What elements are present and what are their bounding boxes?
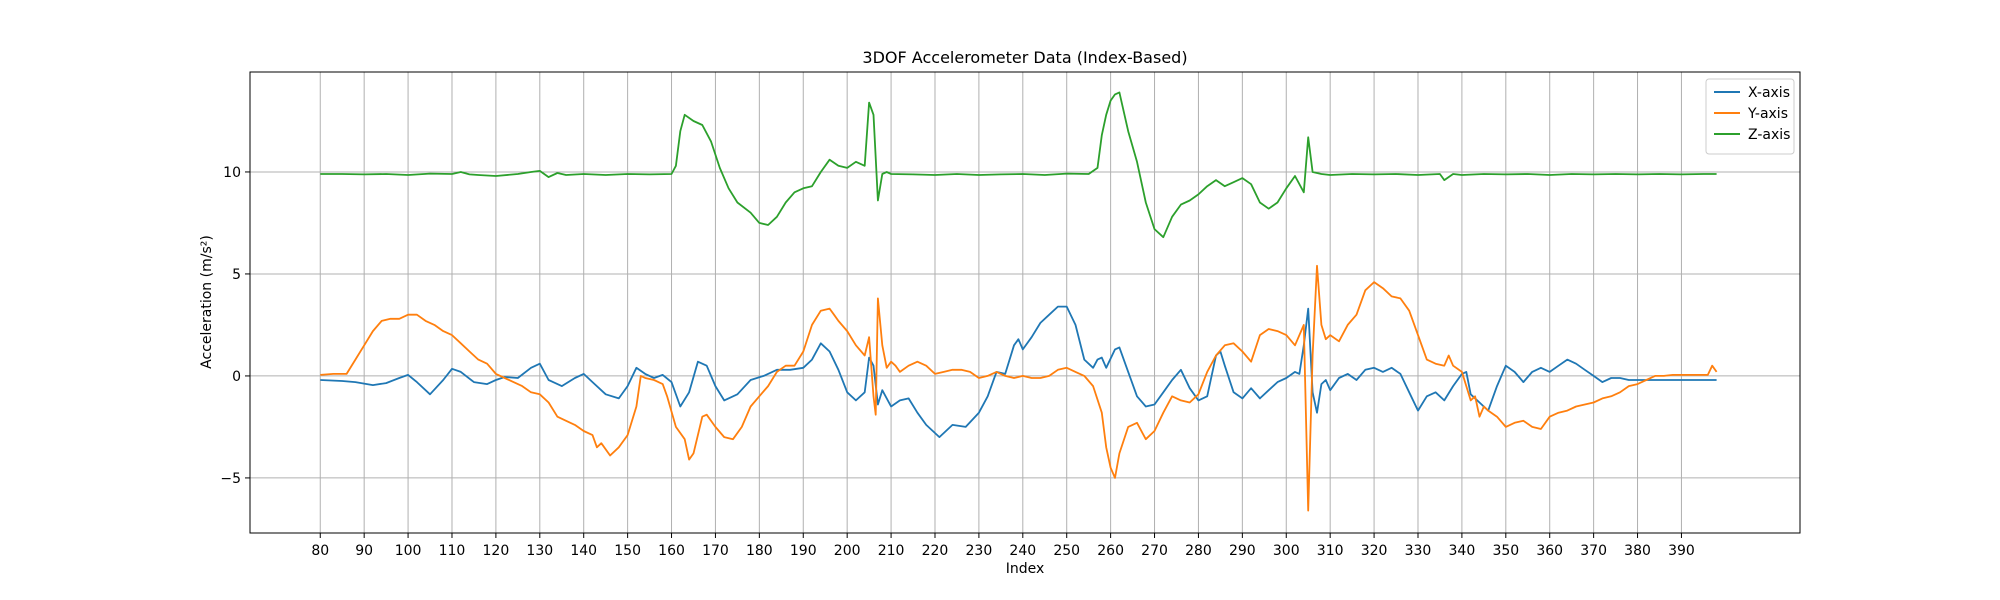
x-tick-label: 270	[1141, 543, 1168, 559]
x-tick-label: 150	[614, 543, 641, 559]
legend-label: X-axis	[1748, 85, 1790, 101]
x-tick-label: 170	[702, 543, 729, 559]
chart-title: 3DOF Accelerometer Data (Index-Based)	[862, 48, 1187, 67]
grid-lines	[250, 72, 1800, 533]
y-tick-label: 5	[232, 267, 241, 283]
legend-box	[1705, 78, 1795, 155]
x-tick-label: 210	[878, 543, 905, 559]
x-tick-label: 190	[790, 543, 817, 559]
series-lines	[320, 91, 1718, 512]
y-tick-label: −5	[220, 471, 241, 487]
x-tick-label: 180	[746, 543, 773, 559]
x-tick-label: 220	[922, 543, 949, 559]
x-tick-label: 160	[658, 543, 685, 559]
axis-ticks: 80 90 100 110 120 130 140 150 160 170 180 190 200 210…	[220, 165, 1694, 559]
x-tick-label: 330	[1405, 543, 1432, 559]
x-tick-label: 250	[1053, 543, 1080, 559]
x-tick-label: 90	[355, 543, 373, 559]
x-tick-label: 300	[1273, 543, 1300, 559]
x-tick-label: 110	[439, 543, 466, 559]
x-tick-label: 380	[1624, 543, 1651, 559]
x-tick-label: 100	[395, 543, 422, 559]
x-axis-label: Index	[1006, 561, 1045, 577]
plot-frame	[249, 71, 1801, 534]
x-tick-label: 240	[1009, 543, 1036, 559]
x-tick-label: 120	[483, 543, 510, 559]
x-tick-label: 130	[526, 543, 553, 559]
x-tick-label: 390	[1668, 543, 1695, 559]
x-tick-label: 310	[1317, 543, 1344, 559]
x-tick-label: 260	[1097, 543, 1124, 559]
y-tick-label: 10	[223, 165, 241, 181]
x-tick-label: 230	[966, 543, 993, 559]
x-tick-label: 370	[1580, 543, 1607, 559]
x-tick-label: 350	[1492, 543, 1519, 559]
legend: X-axis Y-axis Z-axis	[1705, 78, 1795, 155]
x-tick-label: 140	[570, 543, 597, 559]
x-tick-label: 80	[311, 543, 329, 559]
legend-label: Z-axis	[1748, 127, 1790, 143]
x-tick-label: 340	[1449, 543, 1476, 559]
x-tick-label: 360	[1536, 543, 1563, 559]
y-tick-label: 0	[232, 369, 241, 385]
x-tick-label: 320	[1361, 543, 1388, 559]
series-line-x-axis	[320, 305, 1717, 438]
x-tick-label: 280	[1185, 543, 1212, 559]
series-line-y-axis	[320, 264, 1718, 512]
y-axis-label: Acceleration (m/s²)	[199, 235, 215, 369]
x-tick-label: 290	[1229, 543, 1256, 559]
legend-label: Y-axis	[1747, 106, 1788, 122]
series-line-z-axis	[320, 91, 1717, 239]
x-tick-label: 200	[834, 543, 861, 559]
